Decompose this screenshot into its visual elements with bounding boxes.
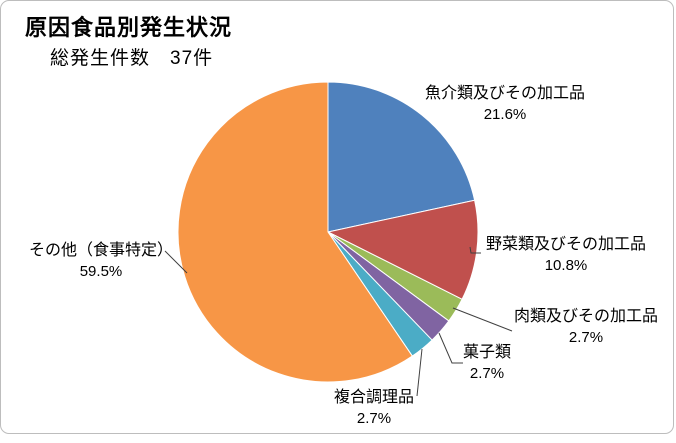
chart-subtitle: 総発生件数 37件 <box>50 48 214 69</box>
data-label-confectionery-name: 菓子類 <box>462 344 511 361</box>
leader-lines <box>164 246 513 397</box>
data-label-fish-products: 魚介類及びその加工品 21.6% <box>415 83 595 125</box>
data-label-combined-dishes: 複合調理品 2.7% <box>314 387 434 429</box>
data-label-confectionery: 菓子類 2.7% <box>427 342 547 384</box>
data-label-fish-products-percent: 21.6% <box>483 106 527 123</box>
data-label-vegetable-products-percent: 10.8% <box>544 257 588 274</box>
data-label-combined-dishes-name: 複合調理品 <box>333 389 414 406</box>
pie-slice-vegetable-products <box>327 199 479 300</box>
data-label-meat-products-percent: 2.7% <box>568 329 604 346</box>
data-label-combined-dishes-percent: 2.7% <box>356 410 392 427</box>
data-label-fish-products-name: 魚介類及びその加工品 <box>424 85 585 102</box>
data-label-other-name: その他（食事特定） <box>28 242 173 259</box>
chart-title: 原因食品別発生状況 <box>25 15 233 40</box>
data-label-other-percent: 59.5% <box>79 263 123 280</box>
leader-line-meat <box>452 307 513 332</box>
leader-line-combined-dishes <box>416 348 423 397</box>
data-label-confectionery-percent: 2.7% <box>469 365 505 382</box>
leader-line-confectionery <box>438 332 463 364</box>
pie-slice-fish-products <box>327 81 476 233</box>
data-label-meat-products-name: 肉類及びその加工品 <box>513 308 658 325</box>
data-label-vegetable-products: 野菜類及びその加工品 10.8% <box>476 234 656 276</box>
data-label-vegetable-products-name: 野菜類及びその加工品 <box>485 236 646 253</box>
data-label-meat-products: 肉類及びその加工品 2.7% <box>496 306 676 348</box>
leader-line-vegetables <box>469 246 481 254</box>
chart-border <box>0 0 674 434</box>
leader-line-other <box>164 250 188 274</box>
pie-slices <box>177 81 479 383</box>
pie-slice-other <box>177 81 413 383</box>
data-label-other: その他（食事特定） 59.5% <box>21 240 181 282</box>
